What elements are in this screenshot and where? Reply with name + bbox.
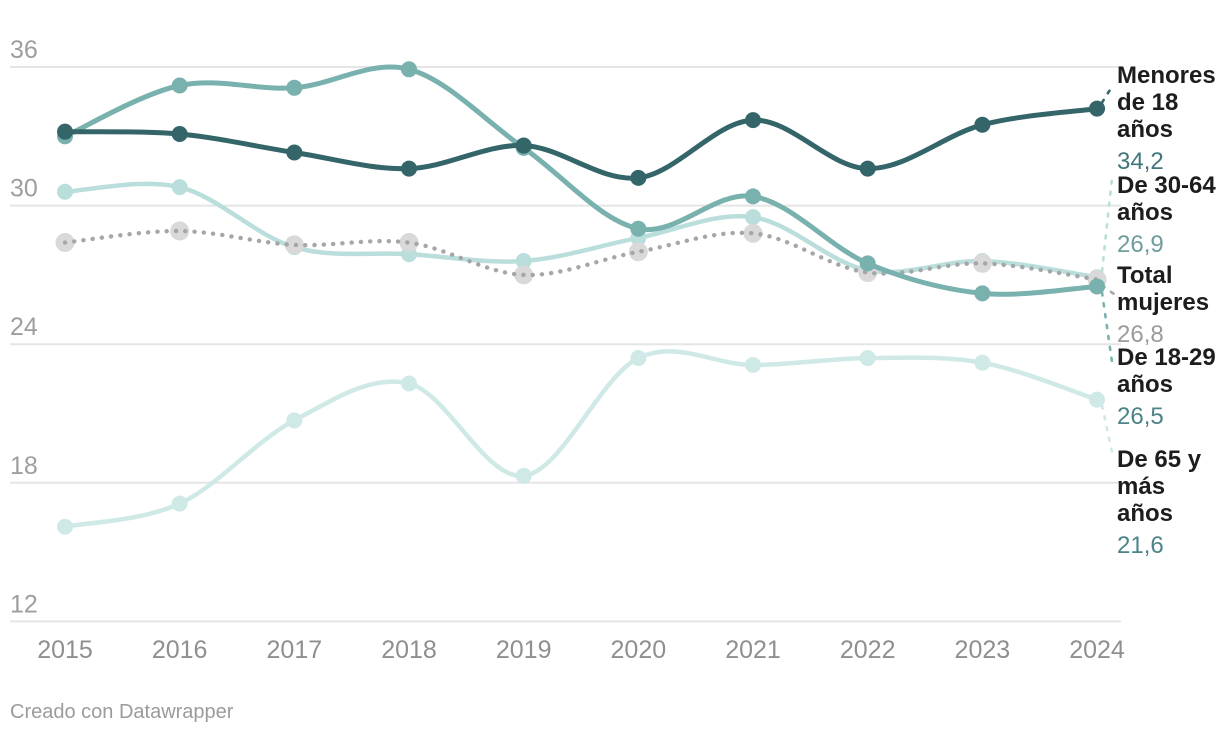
data-point-marker [171, 495, 188, 512]
series-name: Menores de 18 años [1117, 62, 1216, 143]
series-line-dotted [62, 228, 1100, 282]
x-tick-label: 2022 [840, 636, 896, 664]
series-2 [55, 221, 1116, 296]
label-leader-line [1100, 83, 1115, 104]
x-tick-label: 2017 [267, 636, 323, 664]
data-point-marker [57, 518, 73, 535]
series-4 [57, 349, 1114, 535]
data-point-marker [171, 179, 188, 196]
data-point-marker [401, 61, 418, 78]
data-point-marker [1089, 100, 1106, 117]
data-point-marker [630, 169, 647, 186]
data-point-marker [401, 375, 418, 392]
data-point-marker [401, 160, 418, 177]
data-point-marker [171, 125, 188, 142]
data-point-marker [630, 350, 647, 367]
series-line [62, 349, 1100, 529]
series-line [62, 64, 1100, 297]
x-tick-label: 2024 [1069, 636, 1125, 664]
series-name: De 18-29 años [1117, 344, 1216, 398]
series-value: 26,9 [1117, 231, 1164, 258]
data-point-marker [286, 79, 303, 96]
data-point-marker [974, 285, 991, 302]
data-point-marker [57, 183, 73, 200]
series-name: Total mujeres [1117, 262, 1210, 316]
series-name: De 65 y más años [1117, 446, 1202, 527]
grid: 36 30 24 18 12 [10, 36, 1121, 623]
y-tick-label: 18 [10, 452, 38, 480]
series-3 [57, 61, 1114, 364]
data-point-marker [745, 112, 762, 129]
series-value: 26,5 [1117, 403, 1164, 430]
y-tick-label: 24 [10, 313, 38, 341]
series-1 [57, 176, 1114, 286]
series-0 [57, 83, 1115, 186]
series-value: 34,2 [1117, 148, 1164, 175]
data-point-marker [171, 77, 188, 94]
series-label-18-29: De 18-29 años 26,5 [1117, 344, 1220, 430]
x-tick-label: 2020 [611, 636, 667, 664]
data-point-marker [170, 221, 190, 241]
data-point-marker [972, 253, 992, 273]
data-point-marker [974, 116, 991, 133]
data-point-marker [974, 354, 991, 371]
data-point-marker [745, 188, 762, 205]
data-point-marker [1089, 278, 1106, 295]
x-tick-label: 2021 [725, 636, 781, 664]
series-label-65-mas: De 65 y más años 21,6 [1117, 446, 1220, 559]
data-point-marker [630, 220, 647, 237]
data-point-marker [745, 356, 762, 373]
series-label-total-mujeres: Total mujeres 26,8 [1117, 262, 1220, 348]
data-point-marker [286, 144, 303, 161]
series-label-menores-18: Menores de 18 años 34,2 [1117, 62, 1220, 175]
x-tick-label: 2019 [496, 636, 552, 664]
x-tick-label: 2015 [37, 636, 93, 664]
data-point-marker [515, 253, 532, 270]
series-label-30-64: De 30-64 años 26,9 [1117, 172, 1220, 258]
data-point-marker [286, 412, 303, 429]
x-tick-label: 2016 [152, 636, 208, 664]
datawrapper-credit-link[interactable]: Creado con Datawrapper [10, 701, 234, 723]
series-value: 26,8 [1117, 321, 1164, 348]
data-point-marker [859, 255, 876, 272]
label-leader-line [1100, 176, 1114, 273]
x-axis-labels: 2015 2016 2017 2018 2019 2020 2021 2022 2023 2024 [37, 636, 1125, 664]
data-point-marker [628, 242, 648, 262]
series-name: De 30-64 años [1117, 172, 1216, 226]
data-point-marker [1089, 391, 1106, 408]
data-point-marker [859, 350, 876, 367]
y-tick-label: 36 [10, 36, 38, 64]
series-line [62, 106, 1100, 181]
data-point-marker [515, 137, 532, 154]
data-point-marker [859, 160, 876, 177]
label-leader-line [1100, 404, 1114, 454]
x-tick-label: 2018 [381, 636, 437, 664]
data-point-marker [515, 467, 532, 484]
y-tick-label: 30 [10, 175, 38, 203]
label-leader-line [1100, 291, 1114, 364]
data-point-marker [745, 209, 762, 226]
series-value: 21,6 [1117, 532, 1164, 559]
y-tick-label: 12 [10, 590, 38, 618]
x-tick-label: 2023 [955, 636, 1011, 664]
data-point-marker [57, 123, 73, 140]
